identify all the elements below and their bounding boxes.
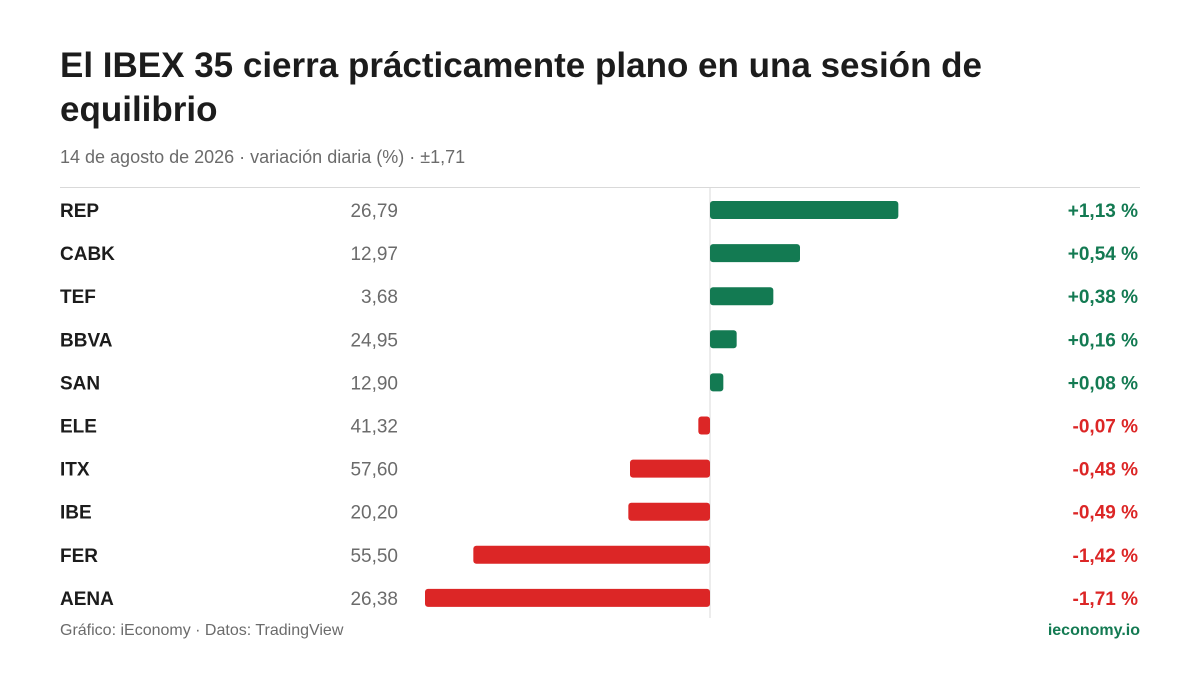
ticker-label: IBE <box>60 503 92 524</box>
change-value-label: -0,49 % <box>1073 503 1139 524</box>
price-label: 55,50 <box>350 546 398 567</box>
change-bar <box>710 373 724 392</box>
change-bar <box>630 459 710 478</box>
change-value-label: +0,54 % <box>1068 244 1138 265</box>
change-value-label: +0,38 % <box>1068 287 1138 308</box>
change-value-label: -1,71 % <box>1073 589 1139 610</box>
price-label: 57,60 <box>350 460 398 481</box>
price-label: 3,68 <box>361 287 398 308</box>
chart-title: El IBEX 35 cierra prácticamente plano en… <box>60 46 983 129</box>
ticker-label: CABK <box>60 244 115 265</box>
change-bar <box>710 287 774 306</box>
change-bar <box>710 201 899 219</box>
price-label: 24,95 <box>350 330 398 351</box>
ticker-label: FER <box>60 546 98 567</box>
ticker-label: ITX <box>60 460 90 481</box>
change-bar <box>710 330 737 349</box>
change-value-label: +0,08 % <box>1068 373 1138 394</box>
price-label: 12,97 <box>350 244 398 265</box>
price-label: 26,38 <box>350 589 398 610</box>
change-value-label: +0,16 % <box>1068 330 1138 351</box>
ticker-label: SAN <box>60 373 100 394</box>
change-value-label: -0,48 % <box>1073 460 1139 481</box>
ticker-label: TEF <box>60 287 96 308</box>
change-bar <box>425 588 710 607</box>
change-bar <box>710 244 800 263</box>
change-value-label: +1,13 % <box>1068 201 1138 222</box>
change-value-label: -1,42 % <box>1073 546 1139 567</box>
price-label: 26,79 <box>350 201 398 222</box>
chart-subtitle: 14 de agosto de 2026 · variación diaria … <box>60 147 466 167</box>
change-value-label: -0,07 % <box>1073 417 1139 438</box>
price-label: 41,32 <box>350 417 398 438</box>
source-credit: Gráfico: iEconomy · Datos: TradingView <box>60 622 344 639</box>
ticker-label: REP <box>60 201 99 222</box>
ticker-label: AENA <box>60 589 114 610</box>
price-label: 20,20 <box>350 503 398 524</box>
change-bar <box>698 416 710 435</box>
ticker-label: ELE <box>60 417 97 438</box>
change-bar <box>473 545 710 564</box>
brand-link[interactable]: ieconomy.io <box>1047 622 1140 639</box>
top-divider <box>60 187 1140 188</box>
ticker-label: BBVA <box>60 330 113 351</box>
price-label: 12,90 <box>350 373 398 394</box>
change-bar <box>628 502 710 521</box>
